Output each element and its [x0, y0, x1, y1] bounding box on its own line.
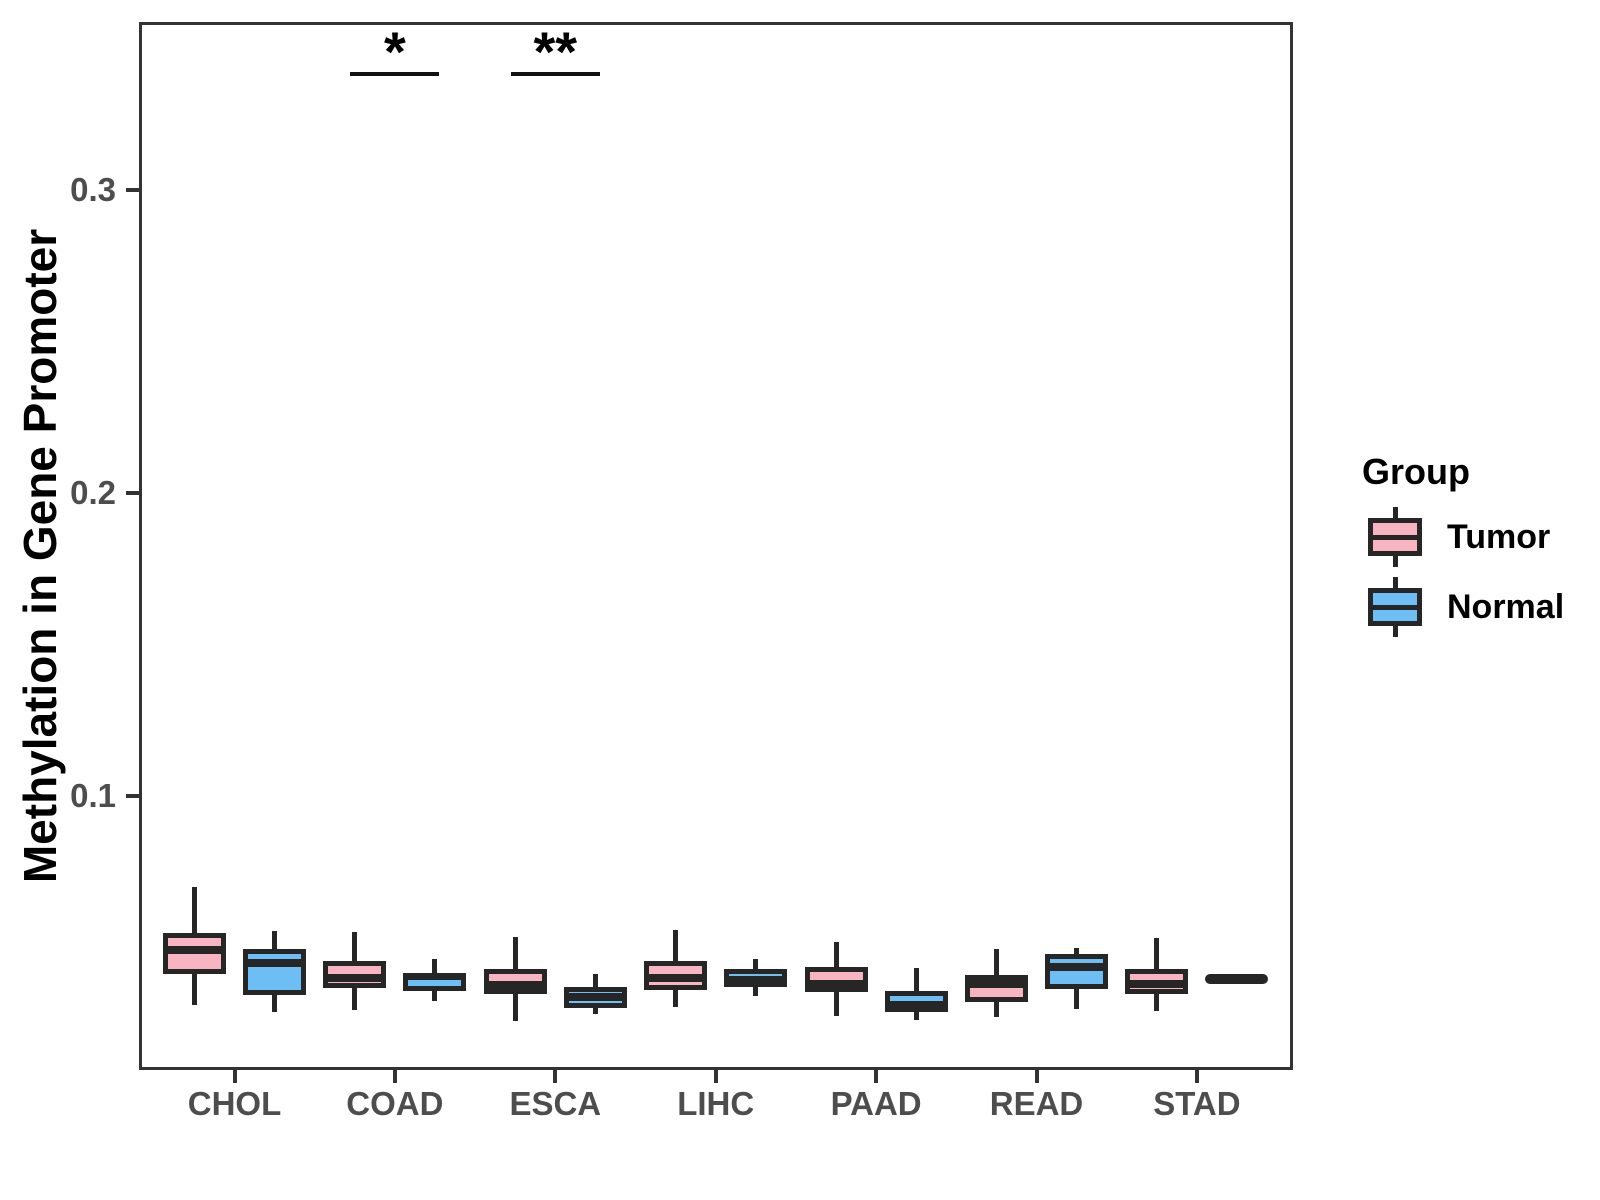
tumor-boxplot-key-icon [1368, 507, 1422, 567]
y-tick-label: 0.2 [70, 474, 116, 511]
x-tick-label: CHOL [187, 1085, 282, 1122]
normal-box [243, 949, 306, 996]
x-tick-mark [874, 1070, 879, 1083]
x-tick-label: COAD [346, 1085, 444, 1122]
tumor-median [163, 945, 226, 954]
legend-label-tumor: Tumor [1447, 518, 1551, 556]
significance-line [510, 72, 600, 76]
y-tick-mark [126, 491, 139, 495]
x-tick-label: READ [989, 1085, 1084, 1122]
tumor-key-upper-whisker [1392, 507, 1398, 518]
y-tick-label: 0.3 [70, 171, 116, 208]
tumor-median [483, 980, 547, 989]
normal-key-lower-whisker [1392, 626, 1398, 637]
tumor-median [804, 979, 868, 988]
x-tick-mark [553, 1070, 558, 1083]
y-tick-label: 0.1 [70, 777, 116, 814]
tumor-box [804, 967, 868, 993]
x-tick-mark [1034, 1070, 1039, 1083]
x-tick-label: STAD [1153, 1085, 1241, 1122]
tumor-median [1125, 980, 1189, 989]
normal-median [563, 993, 627, 1002]
x-tick-mark [1194, 1070, 1199, 1083]
normal-median [1045, 963, 1108, 972]
significance-line [350, 72, 440, 76]
significance-label: ** [533, 20, 578, 83]
normal-box-flat [1205, 973, 1269, 984]
legend-title: Group [1362, 451, 1470, 492]
normal-key-upper-whisker [1392, 577, 1398, 588]
y-tick-mark [126, 188, 139, 192]
x-tick-mark [392, 1070, 397, 1083]
x-tick-label: LIHC [677, 1085, 755, 1122]
normal-median [243, 958, 306, 967]
x-tick-label: ESCA [509, 1085, 602, 1122]
tumor-key-box [1368, 518, 1422, 556]
significance-label: * [383, 20, 406, 83]
normal-median [724, 975, 788, 984]
tumor-median [323, 974, 387, 983]
legend-label-normal: Normal [1447, 588, 1565, 626]
normal-key-box [1368, 588, 1422, 626]
normal-box [1045, 953, 1108, 989]
normal-key-median [1368, 604, 1422, 610]
plot-panel [139, 22, 1293, 1070]
tumor-key-lower-whisker [1392, 556, 1398, 567]
tumor-median [965, 979, 1028, 988]
x-tick-label: PAAD [830, 1085, 922, 1122]
normal-boxplot-key-icon [1368, 577, 1422, 637]
normal-median [884, 1001, 948, 1010]
tumor-key-median [1368, 534, 1422, 540]
y-tick-mark [126, 794, 139, 798]
x-tick-mark [713, 1070, 718, 1083]
x-tick-mark [232, 1070, 237, 1083]
normal-median [403, 973, 467, 981]
tumor-median [644, 974, 708, 983]
